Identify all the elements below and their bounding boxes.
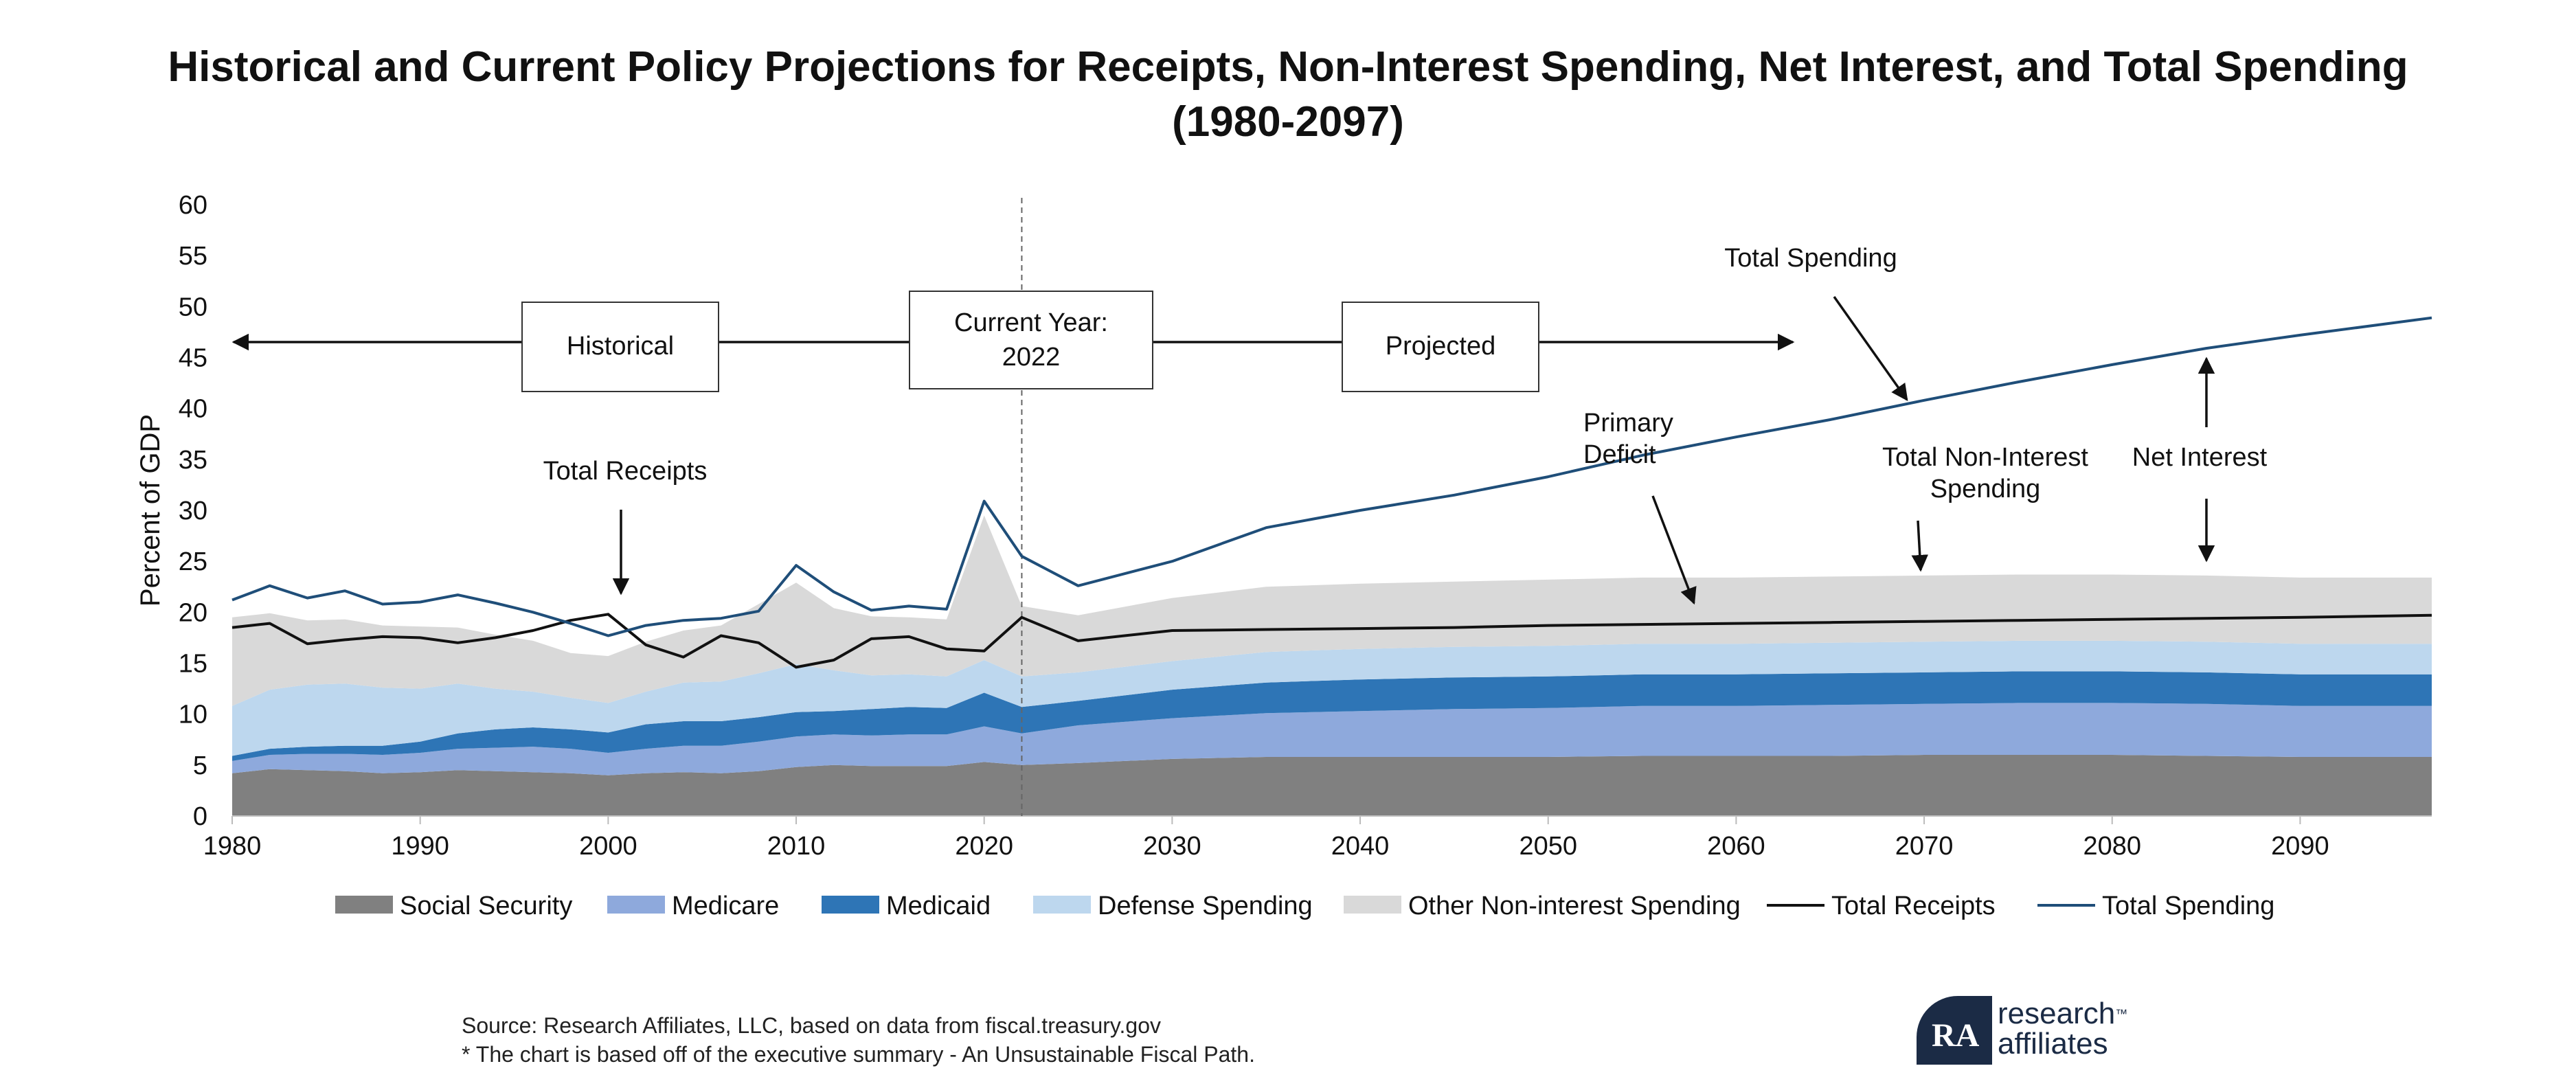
y-tick-label: 30 [179,497,207,525]
footnote-line: * The chart is based off of the executiv… [462,1042,1255,1067]
logo-badge-icon: RA [1917,996,1992,1065]
y-tick-label: 10 [179,701,207,729]
y-tick-label: 40 [179,395,207,424]
total-non-interest-arrow [1911,520,1929,572]
x-tick-label: 2010 [767,832,826,861]
x-tick-label: 2000 [579,832,637,861]
area-medicare [232,703,2432,775]
legend-label-social-security: Social Security [400,892,572,920]
projected-box [1342,302,1539,392]
y-tick-label: 5 [193,751,207,780]
source-line: Source: Research Affiliates, LLC, based … [462,1013,1161,1038]
axes-layer: 0 5 10 15 20 25 30 35 40 45 50 55 60 1980 1990 2000 2010… [135,191,2432,861]
area-layer [232,515,2432,816]
y-tick-label: 55 [179,242,207,271]
x-tick-label: 1990 [391,832,449,861]
historical-label: Historical [567,332,674,361]
y-tick-label: 15 [179,650,207,679]
historical-box [521,302,719,392]
logo-line2: affiliates [1998,1027,2108,1061]
logo-wordmark: research™ affiliates [1998,999,2127,1059]
logo-line1: research [1998,997,2116,1030]
area-defense-spending [232,640,2432,756]
chart-title-line1: Historical and Current Policy Projection… [168,43,2408,91]
x-tick-label: 1980 [203,832,262,861]
primary-deficit-annotation-line1: Primary [1583,409,1673,438]
current-year-label-line2: 2022 [1002,343,1061,372]
legend-label-total-receipts: Total Receipts [1831,892,1996,920]
line-total-receipts [231,613,2432,669]
x-tick-label: 2030 [1143,832,1201,861]
y-tick-label: 50 [179,293,207,321]
legend: Social Security Medicare Medicaid Defense S… [335,892,2274,920]
net-interest-annotation: Net Interest [2132,443,2268,472]
y-tick-label: 20 [179,598,207,627]
primary-deficit-arrow [1651,495,1697,605]
total-non-interest-annotation-line2: Spending [1930,475,2041,503]
y-tick-label: 60 [179,191,207,220]
total-spending-arrow [1833,295,1908,402]
y-tick-label: 35 [179,446,207,475]
y-tick-label: 0 [193,802,207,831]
legend-swatch-medicare [607,896,665,914]
legend-label-defense-spending: Defense Spending [1098,892,1313,920]
x-tick-label: 2070 [1895,832,1954,861]
area-medicaid [232,671,2432,761]
x-tick-label: 2060 [1707,832,1765,861]
primary-deficit-annotation-line2: Deficit [1583,440,1656,469]
legend-swatch-medicaid [822,896,879,914]
y-tick-label: 25 [179,547,207,576]
legend-label-total-spending: Total Spending [2102,892,2274,920]
total-non-interest-annotation-line1: Total Non-Interest [1882,443,2088,472]
legend-swatch-social-security [335,896,393,914]
logo-tm: ™ [2115,1007,2128,1021]
chart-title-line2: (1980-2097) [1172,98,1404,146]
x-tick-label: 2020 [955,832,1013,861]
legend-label-medicare: Medicare [672,892,779,920]
total-spending-annotation: Total Spending [1724,244,1897,273]
projected-label: Projected [1386,332,1496,361]
x-tick-label: 2080 [2083,832,2141,861]
total-receipts-annotation: Total Receipts [543,457,708,486]
legend-swatch-defense-spending [1033,896,1091,914]
annotation-layer: Historical Current Year: 2022 Projected Tota… [231,244,2268,605]
line-total-spending [231,316,2432,637]
line-layer [231,198,2432,816]
current-year-box [909,291,1153,389]
legend-label-other-non-interest-spending: Other Non-interest Spending [1408,892,1741,920]
y-tick-label: 45 [179,344,207,373]
y-axis-label: Percent of GDP [135,414,166,607]
chart-title: Historical and Current Policy Projection… [0,40,2576,150]
research-affiliates-logo: RA research™ affiliates [1917,989,2164,1072]
logo-glyph: RA [1932,1017,1980,1054]
source-note: Source: Research Affiliates, LLC, based … [462,1011,1255,1069]
x-tick-label: 2050 [1519,832,1577,861]
area-social-security [232,755,2432,816]
x-tick-label: 2090 [2271,832,2329,861]
legend-swatch-other-non-interest-spending [1344,896,1401,914]
x-tick-label: 2040 [1331,832,1390,861]
current-year-label-line1: Current Year: [954,308,1108,337]
legend-label-medicaid: Medicaid [886,892,991,920]
